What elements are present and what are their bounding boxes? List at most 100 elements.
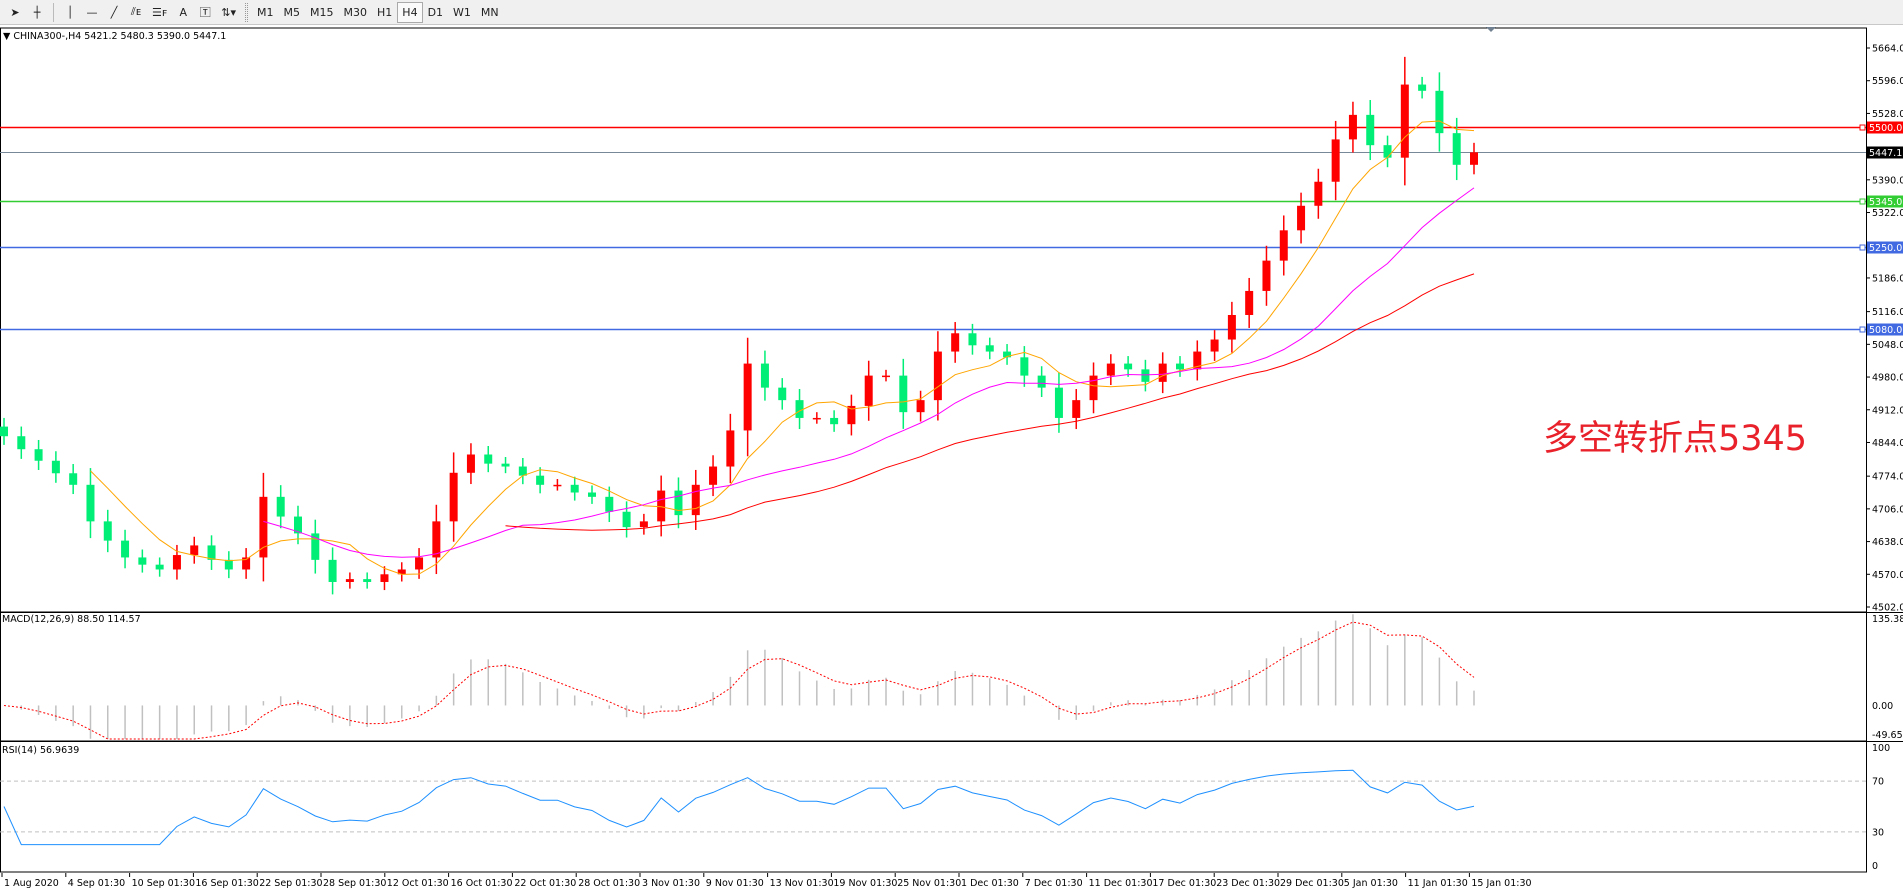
vertical-line-button[interactable]: │ — [59, 2, 81, 23]
candle-body — [951, 333, 960, 352]
candle-body — [1262, 260, 1271, 291]
price-tick-label: 4502.0 — [1872, 603, 1903, 614]
text-icon: A — [179, 5, 188, 19]
timeframe-h4-button[interactable]: H4 — [397, 1, 423, 23]
candle-body — [1314, 181, 1323, 206]
arrows-dropdown-button[interactable]: ⇅▾ — [216, 2, 241, 23]
macd-pane-border — [0, 611, 1867, 742]
rsi-tick-label: 100 — [1872, 743, 1890, 754]
candle-body — [1227, 314, 1236, 340]
time-tick-label: 15 Jan 01:30 — [1471, 878, 1531, 889]
level-label-bg — [1867, 195, 1903, 208]
candle-body — [570, 484, 579, 493]
candle-body — [1176, 363, 1184, 370]
candle-body — [172, 555, 181, 570]
level-price-label: 5500.0 — [1869, 123, 1902, 134]
price-tick-label: 4706.0 — [1872, 504, 1903, 515]
collapse-triangle-icon[interactable]: ▼ — [3, 31, 14, 42]
candle-body — [276, 496, 285, 517]
timeframe-m30-button[interactable]: M30 — [343, 5, 368, 19]
level-price-label: 5080.0 — [1869, 325, 1902, 336]
time-tick-label: 16 Sep 01:30 — [195, 878, 258, 889]
timeframe-d1-button[interactable]: D1 — [427, 5, 444, 19]
price-chart[interactable]: 5664.0 5596.0 5528.0 5390.0 5322.0 5186.0 5116… — [0, 25, 1903, 894]
price-tick-label: 4844.0 — [1872, 438, 1903, 449]
timeframe-w1-button[interactable]: W1 — [453, 5, 471, 19]
candle-body — [743, 363, 752, 431]
candle-body — [1348, 114, 1357, 140]
candle-body — [311, 533, 320, 560]
equidistant-channel-button[interactable]: ⫽ᴇ — [125, 2, 147, 23]
time-tick-label: 5 Jan 01:30 — [1344, 878, 1398, 889]
equidistant-channel-icon: ⫽ᴇ — [130, 5, 142, 18]
moving-average-line — [505, 273, 1475, 531]
candle-body — [847, 405, 856, 425]
candle-body — [812, 417, 821, 420]
timeframe-m1-button[interactable]: M1 — [257, 5, 274, 19]
timeframe-h1-button[interactable]: H1 — [377, 5, 393, 19]
time-tick-label: 3 Nov 01:30 — [642, 878, 700, 889]
candle-body — [985, 345, 994, 352]
candle-body — [1106, 363, 1115, 376]
candle-body — [51, 460, 60, 474]
symbol-header: ▼ CHINA300-,H4 5421.2 5480.3 5390.0 5447… — [3, 31, 226, 42]
candle-body — [103, 521, 112, 541]
candle-body — [86, 484, 95, 522]
horizontal-line-button[interactable]: — — [81, 2, 103, 23]
candle-body — [691, 484, 700, 516]
candle-body — [1400, 84, 1409, 158]
level-anchor — [1859, 326, 1866, 333]
time-tick-label: 10 Sep 01:30 — [132, 878, 195, 889]
candles — [0, 56, 1478, 595]
symbol-ohlc: CHINA300-,H4 5421.2 5480.3 5390.0 5447.1 — [13, 31, 227, 42]
timeframe-mn-button[interactable]: MN — [480, 5, 499, 19]
candle-body — [1003, 351, 1012, 358]
candle-body — [709, 466, 718, 485]
candle-body — [518, 466, 527, 476]
timeframe-m15-button[interactable]: M15 — [310, 5, 334, 19]
timeframe-m5-button[interactable]: M5 — [283, 5, 301, 19]
time-tick-label: 25 Nov 01:30 — [897, 878, 961, 889]
candle-body — [242, 557, 251, 570]
candle-body — [0, 426, 8, 437]
level-anchor — [1859, 124, 1866, 131]
candle-body — [1141, 369, 1150, 382]
text-button[interactable]: A — [172, 2, 194, 23]
macd-tick-label: 135.38 — [1872, 614, 1903, 625]
cursor-arrow-icon: ➤ — [10, 5, 20, 19]
horizontal-line-icon: — — [86, 5, 98, 19]
level-label-bg — [1867, 121, 1903, 134]
candle-body — [1020, 357, 1029, 376]
cursor-arrow-button[interactable]: ➤ — [4, 2, 26, 23]
trendline-button[interactable]: ╱ — [103, 2, 125, 23]
candle-body — [294, 516, 302, 534]
candle-body — [1279, 230, 1288, 261]
time-tick-label: 1 Dec 01:30 — [961, 878, 1019, 889]
candle-body — [415, 557, 424, 570]
candle-body — [899, 375, 908, 413]
toolbar-grip[interactable] — [245, 2, 249, 22]
candle-body — [345, 579, 354, 582]
time-tick-label: 17 Dec 01:30 — [1152, 878, 1216, 889]
level-price-label: 5345.0 — [1869, 197, 1902, 208]
candle-body — [501, 463, 510, 467]
candle-body — [674, 490, 683, 516]
level-price-label: 5447.1 — [1869, 148, 1902, 159]
candle-body — [1245, 290, 1254, 315]
time-tick-label: 29 Dec 01:30 — [1280, 878, 1344, 889]
candle-body — [1054, 387, 1063, 418]
text-label-button[interactable]: 🅃 — [194, 2, 216, 23]
crosshair-button[interactable]: ┼ — [26, 2, 48, 23]
candle-body — [1366, 114, 1375, 146]
fibonacci-button[interactable]: ☰ꜰ — [147, 2, 172, 23]
candle-body — [1089, 375, 1098, 401]
price-tick-label: 5048.0 — [1872, 340, 1903, 351]
level-anchor — [1859, 198, 1866, 205]
candle-body — [726, 430, 735, 467]
candle-body — [1158, 363, 1167, 382]
candle-body — [69, 473, 78, 485]
candle-body — [882, 375, 890, 378]
candle-body — [1452, 133, 1461, 165]
candle-body — [432, 521, 441, 558]
rsi-tick-label: 0 — [1872, 861, 1878, 872]
